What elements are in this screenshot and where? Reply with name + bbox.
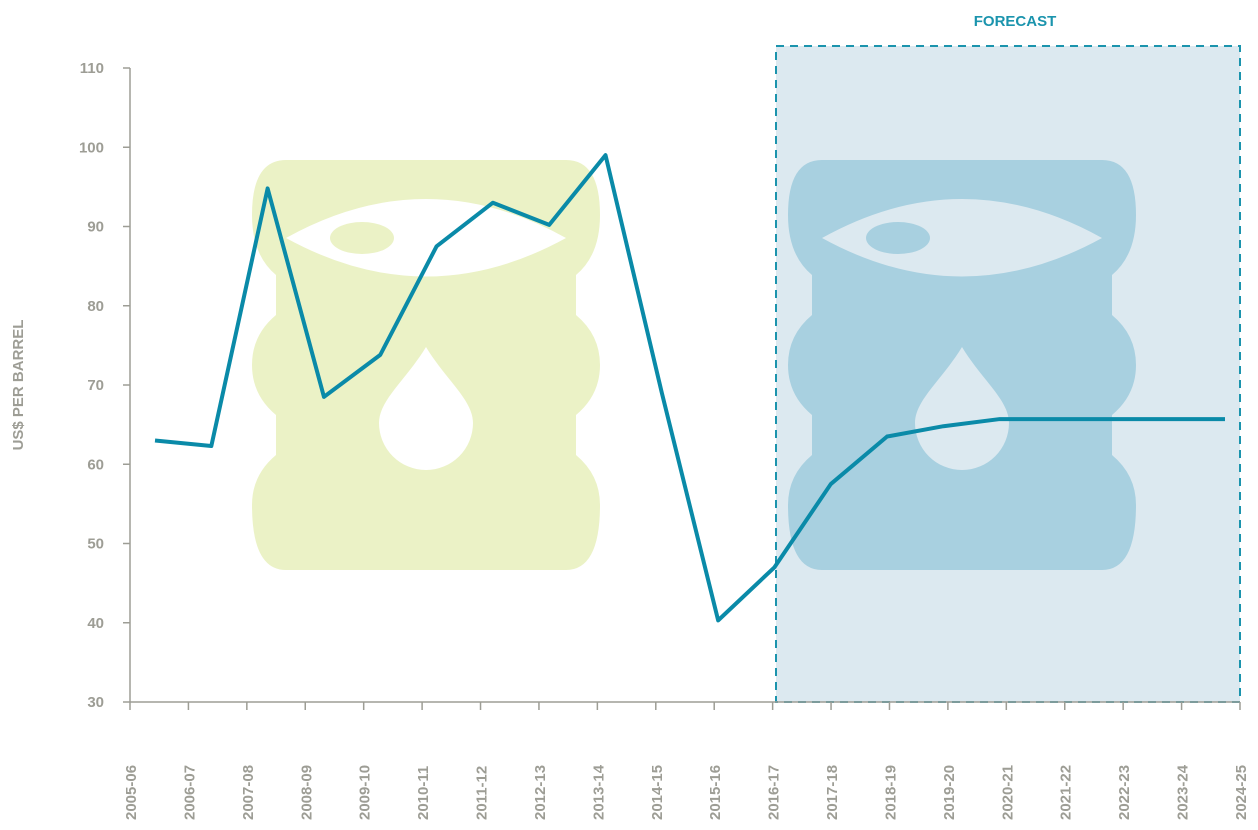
y-tick-label: 50 [87, 536, 104, 553]
x-tick-label: 2020-21 [999, 765, 1016, 820]
y-tick-label: 60 [87, 456, 104, 473]
y-axis-label: US$ PER BARREL [10, 320, 27, 451]
x-tick-label: 2024-25 [1233, 765, 1250, 820]
y-tick-label: 70 [87, 377, 104, 394]
y-tick-label: 100 [79, 139, 104, 156]
x-tick-label: 2016-17 [766, 765, 783, 820]
x-tick-label: 2011-12 [474, 766, 491, 820]
x-tick-label: 2017-18 [824, 765, 841, 820]
x-tick-label: 2021-22 [1058, 765, 1075, 820]
x-tick-label: 2005-06 [123, 765, 140, 820]
y-tick-label: 30 [87, 694, 104, 711]
x-tick-label: 2015-16 [707, 765, 724, 820]
x-tick-label: 2022-23 [1116, 765, 1133, 820]
barrel-icon [252, 160, 600, 570]
x-tick-label: 2007-08 [240, 765, 257, 820]
x-tick-label: 2014-15 [649, 765, 666, 820]
y-tick-label: 40 [87, 615, 104, 632]
x-tick-label: 2009-10 [357, 765, 374, 820]
price-line [154, 153, 1225, 623]
x-tick-label: 2006-07 [181, 765, 198, 820]
x-tick-label: 2013-14 [590, 764, 607, 820]
x-tick-label: 2008-09 [298, 765, 315, 820]
y-tick-label: 90 [87, 219, 104, 236]
x-tick-label: 2018-19 [882, 765, 899, 820]
forecast-label: FORECAST [974, 13, 1057, 30]
y-tick-label: 110 [80, 60, 104, 77]
x-tick-label: 2010-11 [415, 766, 432, 820]
x-tick-label: 2012-13 [532, 765, 549, 820]
y-tick-label: 80 [87, 298, 104, 315]
x-tick-label: 2019-20 [941, 765, 958, 820]
barrel-icon [788, 160, 1136, 570]
x-tick-label: 2023-24 [1175, 764, 1192, 820]
